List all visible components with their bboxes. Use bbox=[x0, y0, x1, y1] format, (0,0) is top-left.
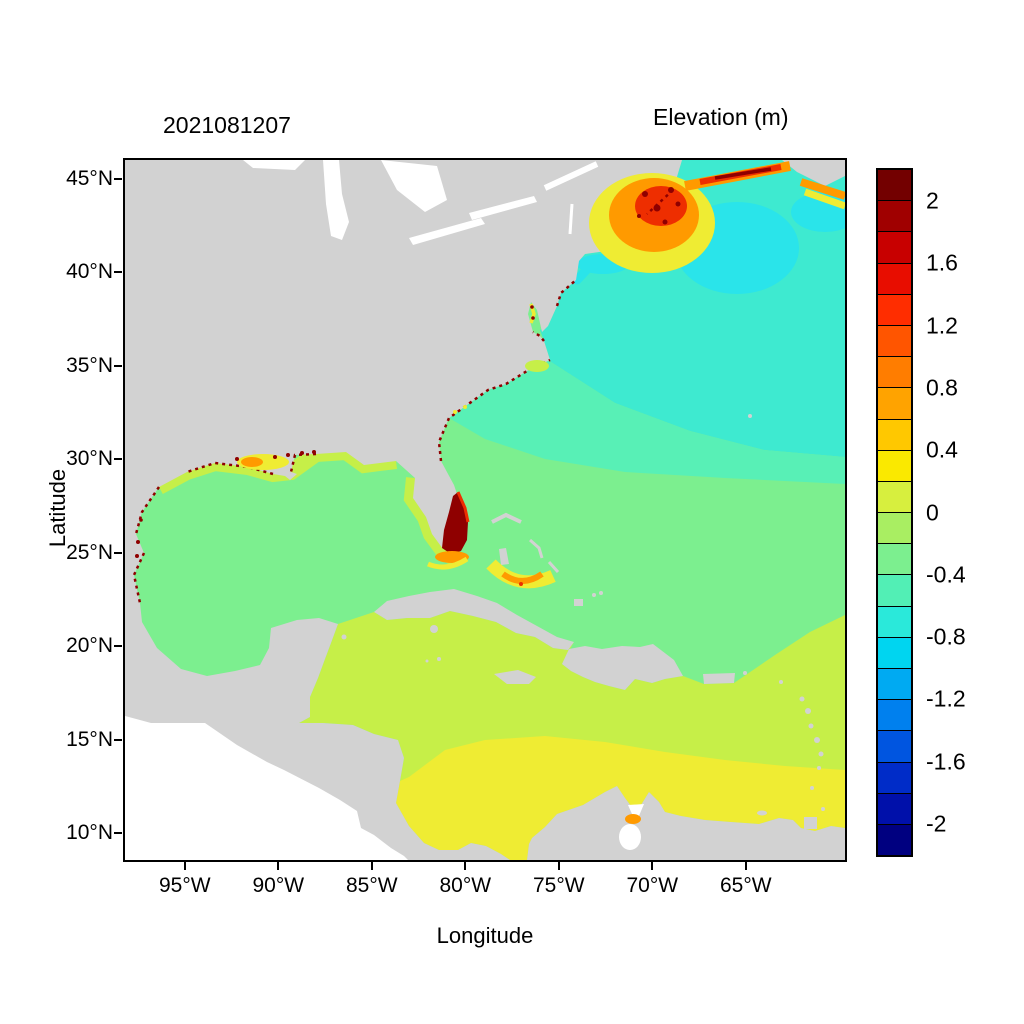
x-axis-label: Longitude bbox=[436, 923, 534, 948]
colorbar-band bbox=[878, 762, 911, 794]
y-tick-mark bbox=[114, 364, 122, 367]
x-tick-label: 70°W bbox=[626, 874, 679, 897]
colorbar-tick-label: -0.4 bbox=[926, 561, 966, 588]
colorbar-band bbox=[878, 232, 911, 264]
colorbar-tick-label: -2 bbox=[926, 810, 947, 837]
colorbar-band bbox=[878, 669, 911, 701]
y-tick-mark bbox=[114, 458, 122, 461]
y-axis-label: Latitude bbox=[45, 468, 70, 548]
colorbar-band bbox=[878, 450, 911, 482]
y-tick-label: 15°N bbox=[66, 727, 113, 751]
x-tick-label: 75°W bbox=[533, 874, 585, 897]
x-tick-mark bbox=[370, 862, 373, 870]
colorbar-tick-label: 0.4 bbox=[926, 436, 958, 463]
x-tick-mark bbox=[464, 862, 467, 870]
colorbar-band bbox=[878, 201, 911, 233]
colorbar-band bbox=[878, 481, 911, 514]
elevation-map bbox=[125, 160, 845, 860]
colorbar-tick-label: -1.6 bbox=[926, 748, 966, 775]
colorbar-band bbox=[878, 606, 911, 638]
surge-overlay-layer bbox=[132, 161, 845, 824]
x-tick-mark bbox=[183, 862, 186, 870]
y-tick-label: 35°N bbox=[66, 353, 113, 377]
map-plot-area bbox=[123, 158, 847, 862]
colorbar-title: Elevation (m) bbox=[653, 104, 789, 130]
colorbar-band bbox=[878, 170, 911, 202]
colorbar-tick-label: -1.2 bbox=[926, 685, 966, 712]
y-tick-label: 10°N bbox=[66, 821, 113, 845]
colorbar-band bbox=[878, 294, 911, 326]
y-tick-label: 40°N bbox=[66, 260, 113, 284]
x-tick-label: 95°W bbox=[159, 874, 211, 897]
colorbar-tick-label: 1.6 bbox=[926, 249, 958, 276]
colorbar-tick-label: 2 bbox=[926, 187, 939, 214]
colorbar-tick-label: 0 bbox=[926, 499, 939, 525]
colorbar-band bbox=[878, 325, 911, 358]
y-tick-mark bbox=[114, 645, 122, 648]
colorbar-tick-label: -0.8 bbox=[926, 623, 966, 650]
x-tick-mark bbox=[744, 862, 747, 870]
x-tick-label: 90°W bbox=[252, 874, 305, 897]
y-tick-label: 30°N bbox=[66, 447, 113, 471]
colorbar-tick-label: 1.2 bbox=[926, 312, 958, 339]
colorbar-band bbox=[878, 637, 911, 669]
y-tick-mark bbox=[114, 271, 122, 274]
colorbar-band bbox=[878, 419, 911, 451]
x-tick-mark bbox=[277, 862, 280, 870]
x-tick-label: 85°W bbox=[346, 874, 398, 897]
colorbar-band bbox=[878, 793, 911, 825]
colorbar-band bbox=[878, 824, 911, 856]
y-tick-label: 20°N bbox=[66, 634, 113, 658]
x-tick-mark bbox=[651, 862, 654, 870]
colorbar-band bbox=[878, 544, 911, 576]
y-tick-label: 25°N bbox=[66, 540, 113, 564]
y-tick-mark bbox=[114, 177, 122, 180]
colorbar-band bbox=[878, 357, 911, 389]
colorbar-tick-label: 0.8 bbox=[926, 374, 958, 401]
colorbar-band bbox=[878, 388, 911, 420]
y-tick-label: 45°N bbox=[66, 166, 113, 190]
colorbar-band bbox=[878, 700, 911, 732]
colorbar-band bbox=[878, 513, 911, 545]
x-tick-mark bbox=[557, 862, 560, 870]
y-tick-mark bbox=[114, 738, 122, 741]
y-tick-mark bbox=[114, 551, 122, 554]
colorbar bbox=[876, 168, 913, 857]
colorbar-band bbox=[878, 575, 911, 607]
colorbar-band bbox=[878, 263, 911, 295]
land-layer bbox=[125, 160, 845, 860]
x-tick-label: 65°W bbox=[720, 874, 772, 897]
colorbar-band bbox=[878, 731, 911, 763]
x-tick-label: 80°W bbox=[439, 874, 492, 897]
outside-domain-layer bbox=[125, 160, 644, 860]
y-tick-mark bbox=[114, 832, 122, 835]
plot-title-datetime: 2021081207 bbox=[163, 112, 291, 138]
